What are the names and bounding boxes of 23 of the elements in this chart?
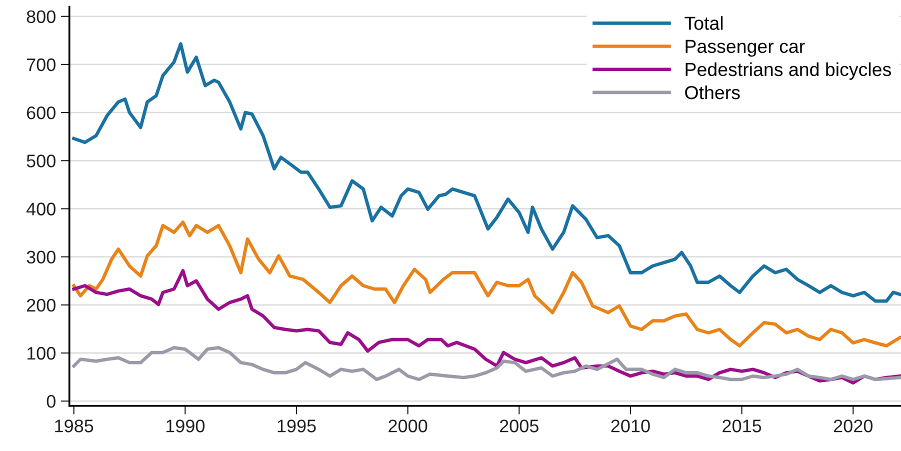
y-tick-label: 600 — [26, 106, 56, 120]
legend-label: Total — [684, 16, 723, 30]
x-tick-label: 1995 — [278, 420, 316, 432]
legend-label: Pedestrians and bicycles — [686, 62, 891, 80]
legend-label: Passenger car — [686, 40, 805, 57]
line-series — [72, 220, 901, 348]
y-tick-label: 700 — [26, 58, 56, 72]
y-tick-label: 500 — [26, 154, 56, 168]
y-tick-label: 0 — [46, 395, 56, 408]
x-tick-label: 2015 — [722, 420, 762, 432]
x-tick-label: 2020 — [834, 420, 873, 432]
y-tick-label: 400 — [26, 202, 56, 216]
y-tick-label: 100 — [27, 346, 56, 360]
x-tick-label: 2010 — [611, 420, 650, 432]
line-series — [72, 346, 901, 382]
y-tick-label: 300 — [26, 250, 56, 264]
y-tick-label: 800 — [26, 10, 56, 24]
x-tick-label: 1990 — [166, 420, 205, 432]
x-tick-label: 2000 — [388, 420, 428, 432]
legend-label: Others — [685, 85, 740, 100]
x-tick-label: 1985 — [55, 420, 94, 432]
y-tick-label: 200 — [26, 298, 56, 312]
x-tick-label: 2005 — [500, 420, 538, 432]
